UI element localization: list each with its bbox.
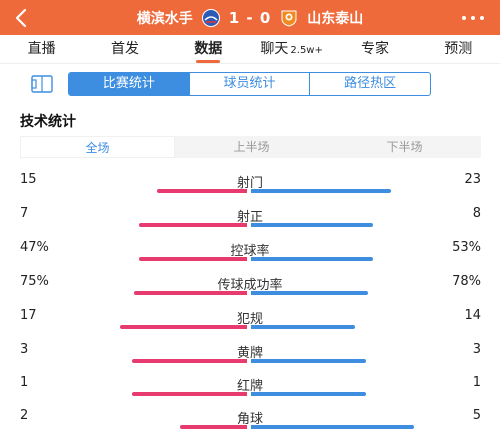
- stat-label: 黄牌: [236, 346, 263, 361]
- away-bar: [251, 325, 355, 329]
- home-team-name[interactable]: 横滨水手: [136, 10, 193, 27]
- away-bar: [251, 425, 414, 429]
- away-bar: [251, 392, 366, 396]
- stat-row-pass-accuracy: 75% 传球成功率 78%: [0, 274, 500, 308]
- match-header: 横滨水手 1 - 0 山东泰山: [0, 0, 500, 35]
- stat-label: 犯规: [236, 312, 263, 327]
- away-value: 3: [472, 342, 481, 357]
- stat-row-corners: 2 角球 5: [0, 408, 500, 440]
- tab-label: 专家: [360, 41, 389, 57]
- stat-label: 角球: [236, 412, 263, 427]
- period-selector: 全场 上半场 下半场: [20, 136, 481, 158]
- main-tabs: 直播 首发 数据 聊天 2.5w+ 专家 预测: [0, 35, 500, 63]
- home-bar: [132, 392, 247, 396]
- home-bar: [139, 223, 247, 227]
- away-team-name[interactable]: 山东泰山: [307, 10, 364, 27]
- home-value: 3: [20, 342, 29, 357]
- home-value: 15: [20, 172, 37, 187]
- subtab-match-stats[interactable]: 比赛统计: [69, 73, 189, 95]
- more-options-icon[interactable]: [458, 8, 488, 28]
- back-arrow-icon[interactable]: [10, 6, 34, 30]
- tab-lineup[interactable]: 首发: [83, 35, 166, 63]
- home-bar: [139, 257, 247, 261]
- home-bar: [132, 359, 247, 363]
- yokohama-crest-icon: [201, 8, 221, 28]
- chat-count-badge: 2.5w+: [290, 45, 323, 56]
- away-value: 1: [472, 375, 481, 390]
- tab-chat[interactable]: 聊天 2.5w+: [250, 35, 333, 63]
- stat-label: 控球率: [230, 244, 270, 259]
- away-bar: [251, 291, 368, 295]
- pitch-view-icon[interactable]: [31, 75, 53, 93]
- period-first-half[interactable]: 上半场: [233, 140, 270, 154]
- match-score: 1 - 0: [228, 8, 272, 27]
- tab-live[interactable]: 直播: [0, 35, 83, 63]
- stat-label: 红牌: [236, 379, 263, 394]
- home-bar: [120, 325, 247, 329]
- period-full-match[interactable]: 全场: [20, 136, 175, 158]
- tab-label: 直播: [27, 41, 56, 57]
- stat-row-fouls: 17 犯规 14: [0, 308, 500, 342]
- stat-row-yellow-cards: 3 黄牌 3: [0, 342, 500, 376]
- home-bar: [134, 291, 247, 295]
- stat-row-shots: 15 射门 23: [0, 172, 500, 206]
- stat-row-shots-on-target: 7 射正 8: [0, 206, 500, 240]
- home-value: 2: [20, 408, 29, 423]
- away-value: 5: [472, 408, 481, 423]
- stat-row-red-cards: 1 红牌 1: [0, 375, 500, 409]
- stats-subtabs: 比赛统计 球员统计 路径热区: [68, 72, 431, 96]
- period-second-half[interactable]: 下半场: [386, 140, 423, 154]
- stat-row-possession: 47% 控球率 53%: [0, 240, 500, 274]
- away-bar: [251, 257, 373, 261]
- tab-label: 预测: [444, 41, 473, 57]
- subtab-player-stats[interactable]: 球员统计: [188, 73, 310, 95]
- home-value: 17: [20, 308, 37, 323]
- tab-experts[interactable]: 专家: [333, 35, 416, 63]
- home-value: 1: [20, 375, 29, 390]
- home-value: 47%: [20, 240, 49, 255]
- tab-label: 聊天: [260, 41, 289, 57]
- subtab-heatmap[interactable]: 路径热区: [309, 73, 430, 95]
- tab-label: 数据: [194, 41, 223, 57]
- home-value: 75%: [20, 274, 49, 289]
- tab-label: 首发: [110, 41, 139, 57]
- shandong-crest-icon: [279, 8, 299, 28]
- match-summary: 横滨水手 1 - 0 山东泰山: [0, 0, 500, 35]
- away-value: 53%: [452, 240, 481, 255]
- tab-data[interactable]: 数据: [167, 35, 250, 63]
- away-value: 14: [464, 308, 481, 323]
- away-value: 78%: [452, 274, 481, 289]
- stat-label: 射正: [236, 210, 263, 225]
- away-bar: [251, 223, 373, 227]
- home-value: 7: [20, 206, 29, 221]
- stat-label: 传球成功率: [217, 278, 283, 293]
- home-bar: [180, 425, 247, 429]
- away-bar: [251, 189, 391, 193]
- divider: [0, 63, 500, 64]
- section-title: 技术统计: [20, 114, 76, 130]
- stat-label: 射门: [236, 176, 263, 191]
- tab-prediction[interactable]: 预测: [417, 35, 500, 63]
- away-value: 8: [472, 206, 481, 221]
- away-bar: [251, 359, 366, 363]
- home-bar: [157, 189, 247, 193]
- away-value: 23: [464, 172, 481, 187]
